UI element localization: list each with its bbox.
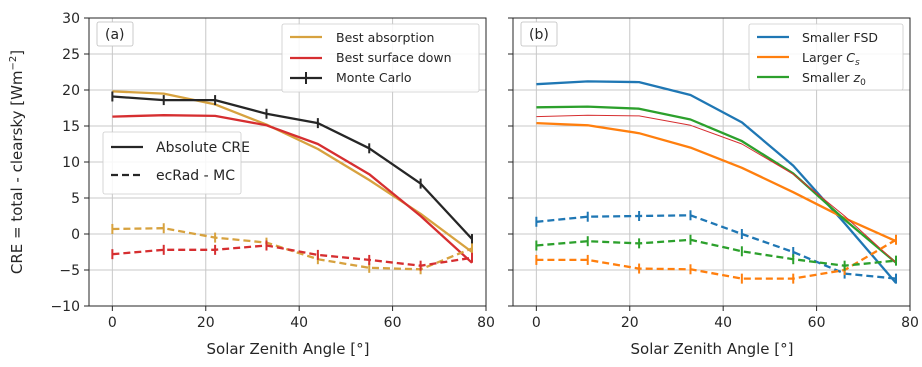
panel-a-ticks: 0 20 40 60 80 −10 −5 0 5 10 15 20 25 30 [50, 11, 494, 331]
x-tick-label: 40 [714, 315, 732, 331]
x-tick-label: 20 [621, 315, 639, 331]
y-tick-label: −5 [59, 263, 80, 279]
y-tick-label: −10 [50, 299, 80, 315]
panel-b-series [535, 80, 897, 284]
y-tick-label: 20 [62, 83, 80, 99]
x-tick-label: 80 [901, 315, 919, 331]
y-tick-label: 30 [62, 11, 80, 27]
legend-label-larger-cs: Larger Cs [802, 50, 860, 68]
legend-label-best-surface-down: Best surface down [336, 50, 452, 65]
x-tick-label: 20 [197, 315, 215, 331]
panel-a-frame [88, 17, 487, 307]
legend-box [748, 23, 904, 91]
panel-a-tag: (a) [96, 21, 134, 47]
x-axis-label-b: Solar Zenith Angle [°] [631, 340, 794, 358]
series-line-smaller-z-0 [536, 105, 897, 264]
panel-a-label: (a) [105, 27, 125, 43]
x-tick-label: 40 [290, 315, 308, 331]
x-axis-label-a: Solar Zenith Angle [°] [207, 340, 370, 358]
legend-label-monte-carlo: Monte Carlo [336, 70, 412, 85]
y-tick-label: 15 [62, 119, 80, 135]
y-axis-label: CRE = total - clearsky [Wm−2] [8, 50, 26, 274]
y-tick-label: 25 [62, 47, 80, 63]
x-tick-label: 0 [532, 315, 541, 331]
series-line-larger-c-s [536, 121, 897, 243]
panel-a-legend: Best absorption Best surface down Monte … [281, 23, 480, 93]
y-tick-label: 5 [71, 191, 80, 207]
x-tick-label: 0 [108, 315, 117, 331]
y-tick-label: 10 [62, 155, 80, 171]
series-line-dashed-4 [536, 214, 897, 280]
x-tick-label: 80 [477, 315, 495, 331]
y-tick-label: 0 [71, 227, 80, 243]
panel-a: 0 20 40 60 80 −10 −5 0 5 10 15 20 25 30 (a) Best abso… [50, 11, 494, 331]
x-tick-label: 60 [808, 315, 826, 331]
series-line-dashed-4 [112, 244, 473, 267]
panel-b-ticks: 0 20 40 60 80 [508, 17, 919, 331]
series-line-best-surface-down [112, 114, 473, 264]
x-tick-label: 60 [384, 315, 402, 331]
legend-label-best-absorption: Best absorption [336, 30, 434, 45]
series-line-dashed-6 [536, 238, 897, 267]
panel-b-legend: Smaller FSD Larger Cs Smaller z0 [748, 23, 904, 91]
panel-b-tag: (b) [520, 21, 558, 47]
legend-box [281, 23, 480, 93]
panel-b-label: (b) [529, 27, 549, 43]
panel-b-frame [512, 17, 911, 307]
style-legend-label-ecrad-mc: ecRad - MC [156, 168, 235, 184]
panel-b: 0 20 40 60 80 (b) Smaller FSD Larger Cs Smal… [508, 17, 919, 331]
legend-label-smaller-fsd: Smaller FSD [802, 30, 878, 45]
legend-label-smaller-z0: Smaller z0 [802, 70, 866, 88]
panel-a-series [111, 90, 473, 275]
series-line-monte-carlo [112, 95, 473, 240]
series-line-dashed-5 [536, 238, 897, 280]
panel-a-style-legend: Absolute CRE ecRad - MC [102, 131, 250, 195]
series-line-solid-thin-3 [536, 114, 897, 264]
style-legend-label-absolute-cre: Absolute CRE [156, 140, 250, 156]
